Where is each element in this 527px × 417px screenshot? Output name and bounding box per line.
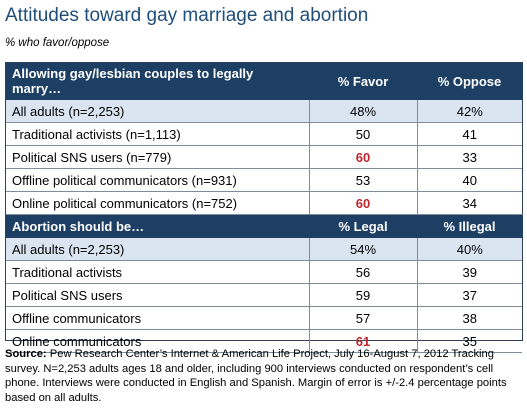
attitudes-table: Allowing gay/lesbian couples to legally … xyxy=(6,63,523,353)
row-label: Online political communicators (n=752) xyxy=(6,191,310,215)
data-table-frame: Allowing gay/lesbian couples to legally … xyxy=(5,62,523,353)
page-title: Attitudes toward gay marriage and aborti… xyxy=(5,5,369,26)
abortion-header-label: Abortion should be… xyxy=(6,214,310,238)
row-label: All adults (n=2,253) xyxy=(6,238,310,261)
row-label: Political SNS users xyxy=(6,283,310,307)
row-value-2: 40 xyxy=(417,168,522,192)
marriage-header-label: Allowing gay/lesbian couples to legally … xyxy=(6,63,310,100)
illegal-column-header: % Illegal xyxy=(417,214,523,238)
row-value-2: 33 xyxy=(417,145,522,169)
source-note: Source: Pew Research Center’s Internet &… xyxy=(5,347,521,405)
page-subtitle: % who favor/oppose xyxy=(5,37,110,49)
favor-column-header: % Favor xyxy=(309,63,418,100)
row-value-1: 61 xyxy=(309,329,418,353)
row-value-2: 35 xyxy=(417,329,522,353)
table-row: All adults (n=2,253) 48% 42% xyxy=(6,100,522,123)
row-value-1: 54% xyxy=(309,238,418,261)
row-value-2: 34 xyxy=(417,191,522,215)
row-value-1: 56 xyxy=(309,260,418,284)
row-value-1: 57 xyxy=(309,306,418,330)
row-label: Offline political communicators (n=931) xyxy=(6,168,310,192)
oppose-column-header: % Oppose xyxy=(417,63,523,100)
table-row: Political SNS users (n=779) 60 33 xyxy=(6,145,522,169)
table-row: Online political communicators (n=752) 60… xyxy=(6,191,522,215)
legal-column-header: % Legal xyxy=(309,214,418,238)
row-value-1: 48% xyxy=(309,100,418,123)
row-label: Traditional activists (n=1,113) xyxy=(6,122,310,146)
row-value-1: 53 xyxy=(309,168,418,192)
row-value-1: 50 xyxy=(309,122,418,146)
row-value-2: 42% xyxy=(417,100,522,123)
row-value-2: 41 xyxy=(417,122,522,146)
row-value-2: 37 xyxy=(417,283,522,307)
row-value-2: 39 xyxy=(417,260,522,284)
row-value-1: 60 xyxy=(309,145,418,169)
table-row: Political SNS users 59 37 xyxy=(6,283,522,307)
table-row: Traditional activists 56 39 xyxy=(6,260,522,284)
marriage-header-row: Allowing gay/lesbian couples to legally … xyxy=(6,63,523,100)
abortion-section: Abortion should be… % Legal % Illegal Al… xyxy=(6,214,523,353)
row-label: Online communicators xyxy=(6,329,310,353)
row-value-1: 60 xyxy=(309,191,418,215)
table-row: Offline political communicators (n=931) 5… xyxy=(6,168,522,192)
row-label: All adults (n=2,253) xyxy=(6,100,310,123)
abortion-header-row: Abortion should be… % Legal % Illegal xyxy=(6,214,523,238)
source-label: Source: xyxy=(5,348,47,360)
row-label: Traditional activists xyxy=(6,260,310,284)
table-row: Online communicators 61 35 xyxy=(6,329,522,353)
table-row: All adults (n=2,253) 54% 40% xyxy=(6,238,522,261)
marriage-section: Allowing gay/lesbian couples to legally … xyxy=(6,63,523,215)
row-label: Political SNS users (n=779) xyxy=(6,145,310,169)
table-row: Traditional activists (n=1,113) 50 41 xyxy=(6,122,522,146)
row-value-1: 59 xyxy=(309,283,418,307)
source-text: Pew Research Center’s Internet & America… xyxy=(5,348,507,404)
row-value-2: 40% xyxy=(417,238,522,261)
row-label: Offline communicators xyxy=(6,306,310,330)
row-value-2: 38 xyxy=(417,306,522,330)
table-row: Offline communicators 57 38 xyxy=(6,306,522,330)
